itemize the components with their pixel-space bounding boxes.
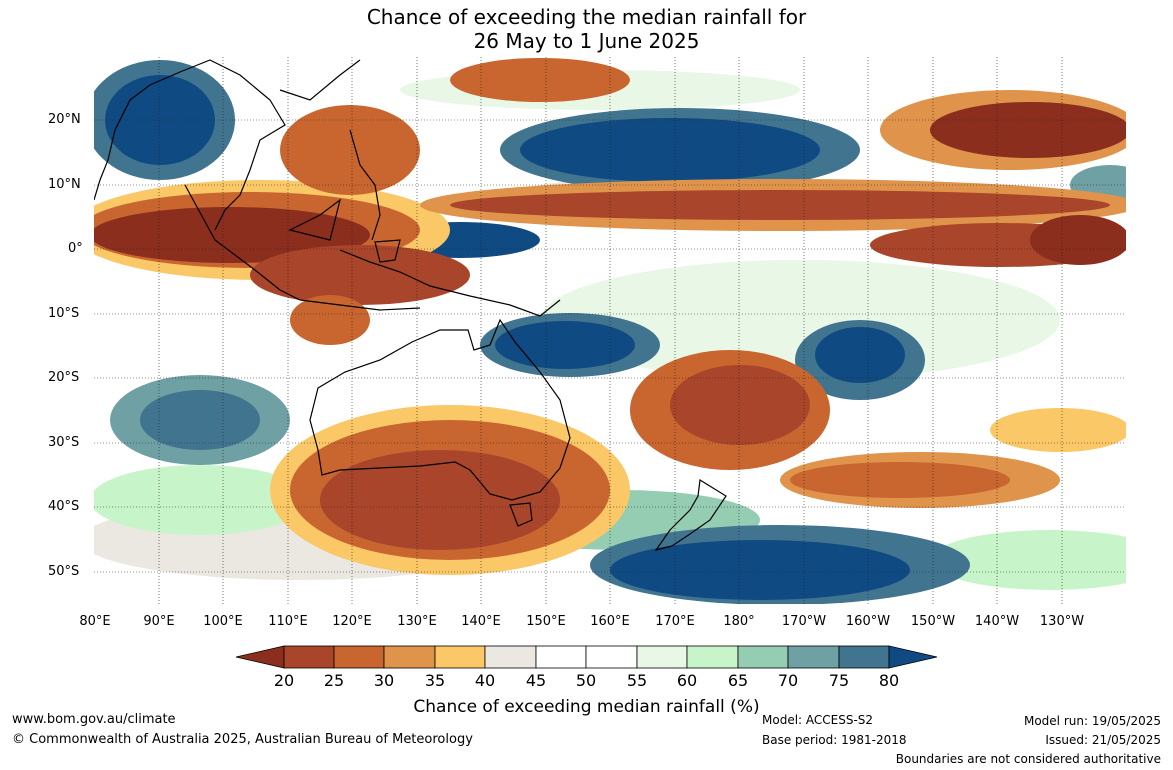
colorbar-tick-60: 60 (676, 671, 698, 690)
lon-label-120e: 120°E (332, 614, 372, 629)
colorbar-tick-35: 35 (424, 671, 446, 690)
colorbar-tick-25: 25 (323, 671, 345, 690)
lat-label-20n: 20°N (48, 112, 81, 127)
footer-model-run: Model run: 19/05/2025 (1023, 714, 1161, 728)
colorbar-arrow-low (235, 645, 285, 669)
footer-issued: Issued: 21/05/2025 (1045, 733, 1161, 747)
lon-label-100e: 100°E (203, 614, 243, 629)
lat-label-40s: 40°S (48, 499, 80, 514)
lon-label-140e: 140°E (461, 614, 501, 629)
lon-label-140w: 140°W (974, 614, 1020, 629)
colorbar-swatch-30-35 (383, 645, 436, 669)
colorbar-tick-75: 75 (828, 671, 850, 690)
colorbar-swatch-45-50 (535, 645, 587, 669)
map-title-line1: Chance of exceeding the median rainfall … (366, 5, 807, 29)
colorbar-swatch-75-80 (838, 645, 890, 669)
lon-label-130e: 130°E (397, 614, 437, 629)
colorbar-swatch-55-60 (636, 645, 688, 669)
lat-label-50s: 50°S (48, 564, 80, 579)
footer-website-link[interactable]: www.bom.gov.au/climate (12, 712, 176, 727)
colorbar-tick-30: 30 (373, 671, 395, 690)
colorbar-tick-70: 70 (777, 671, 799, 690)
colorbar-swatch-60-65 (686, 645, 739, 669)
colorbar-arrow-high (888, 645, 938, 669)
colorbar-tick-55: 55 (626, 671, 648, 690)
lon-label-170e: 170°E (655, 614, 695, 629)
colorbar-swatch-50-55 (585, 645, 638, 669)
lon-label-80e: 80°E (79, 614, 111, 629)
lon-label-130w: 130°W (1039, 614, 1085, 629)
colorbar-tick-80: 80 (878, 671, 900, 690)
lon-label-160w: 160°W (845, 614, 891, 629)
footer-copyright: © Commonwealth of Australia 2025, Austra… (12, 732, 473, 747)
map-gridlines (94, 57, 1126, 604)
colorbar-swatch-35-40 (434, 645, 486, 669)
lon-label-170w: 170°W (781, 614, 827, 629)
lon-label-150w: 150°W (910, 614, 956, 629)
colorbar-swatch-40-45 (484, 645, 537, 669)
footer-boundaries-note: Boundaries are not considered authoritat… (895, 752, 1161, 766)
lon-label-110e: 110°E (268, 614, 308, 629)
lat-label-10s: 10°S (48, 306, 80, 321)
colorbar-tick-50: 50 (575, 671, 597, 690)
colorbar-tick-65: 65 (727, 671, 749, 690)
lon-label-90e: 90°E (143, 614, 175, 629)
colorbar-swatch-25-30 (333, 645, 385, 669)
colorbar-title: Chance of exceeding median rainfall (%) (413, 697, 760, 717)
footer-base-period: Base period: 1981-2018 (762, 733, 907, 747)
colorbar (235, 645, 938, 669)
lat-label-0: 0° (68, 241, 83, 256)
lon-label-160e: 160°E (590, 614, 630, 629)
lon-label-180: 180° (723, 614, 755, 629)
footer-model: Model: ACCESS-S2 (762, 713, 874, 727)
colorbar-swatch-20-25 (283, 645, 335, 669)
map-title-line2: 26 May to 1 June 2025 (473, 29, 700, 53)
coastlines (94, 59, 727, 551)
lon-label-150e: 150°E (526, 614, 566, 629)
lat-label-30s: 30°S (48, 435, 80, 450)
colorbar-tick-45: 45 (525, 671, 547, 690)
lat-label-10n: 10°N (48, 177, 81, 192)
colorbar-tick-20: 20 (273, 671, 295, 690)
colorbar-swatch-65-70 (737, 645, 789, 669)
colorbar-swatch-70-75 (787, 645, 840, 669)
lat-label-20s: 20°S (48, 370, 80, 385)
colorbar-tick-40: 40 (474, 671, 496, 690)
